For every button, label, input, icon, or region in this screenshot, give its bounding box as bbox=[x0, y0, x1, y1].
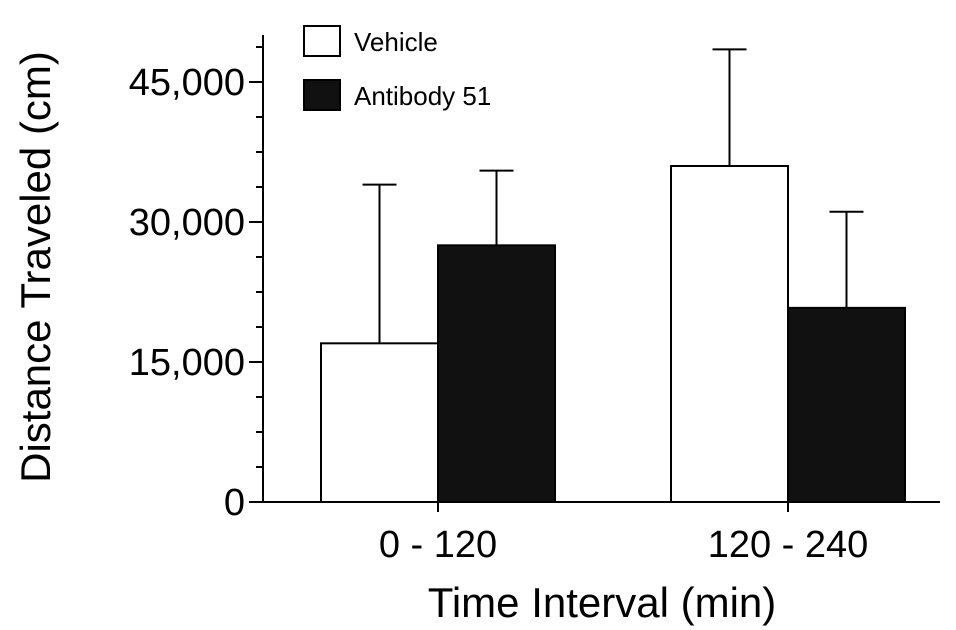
x-tick-label: 0 - 120 bbox=[379, 524, 497, 566]
bar-vehicle bbox=[670, 165, 789, 503]
legend-label-vehicle: Vehicle bbox=[354, 27, 438, 57]
y-tick-label: 15,000 bbox=[129, 342, 245, 384]
axes-layer bbox=[262, 35, 940, 503]
bar-antibody-51 bbox=[437, 244, 556, 503]
legend: Vehicle Antibody 51 bbox=[303, 25, 491, 111]
x-axis-title: Time Interval (min) bbox=[428, 579, 777, 626]
y-tick-label: 30,000 bbox=[129, 202, 245, 244]
legend-swatch-antibody-51 bbox=[303, 79, 341, 111]
y-ticks-layer: 0 15,000 30,000 45,000 bbox=[129, 46, 263, 524]
error-bars-layer bbox=[362, 48, 864, 344]
y-axis-title: Distance Traveled (cm) bbox=[12, 51, 59, 483]
legend-label-antibody-51: Antibody 51 bbox=[354, 81, 491, 111]
y-tick-label: 0 bbox=[224, 482, 245, 524]
bars-layer bbox=[320, 165, 906, 504]
bar-antibody-51 bbox=[787, 306, 906, 503]
bar-vehicle bbox=[320, 342, 439, 504]
y-tick-label: 45,000 bbox=[129, 62, 245, 104]
x-tick-label: 120 - 240 bbox=[708, 524, 869, 566]
legend-swatch-vehicle bbox=[303, 25, 341, 57]
x-ticks-layer: 0 - 120 120 - 240 bbox=[379, 502, 868, 566]
